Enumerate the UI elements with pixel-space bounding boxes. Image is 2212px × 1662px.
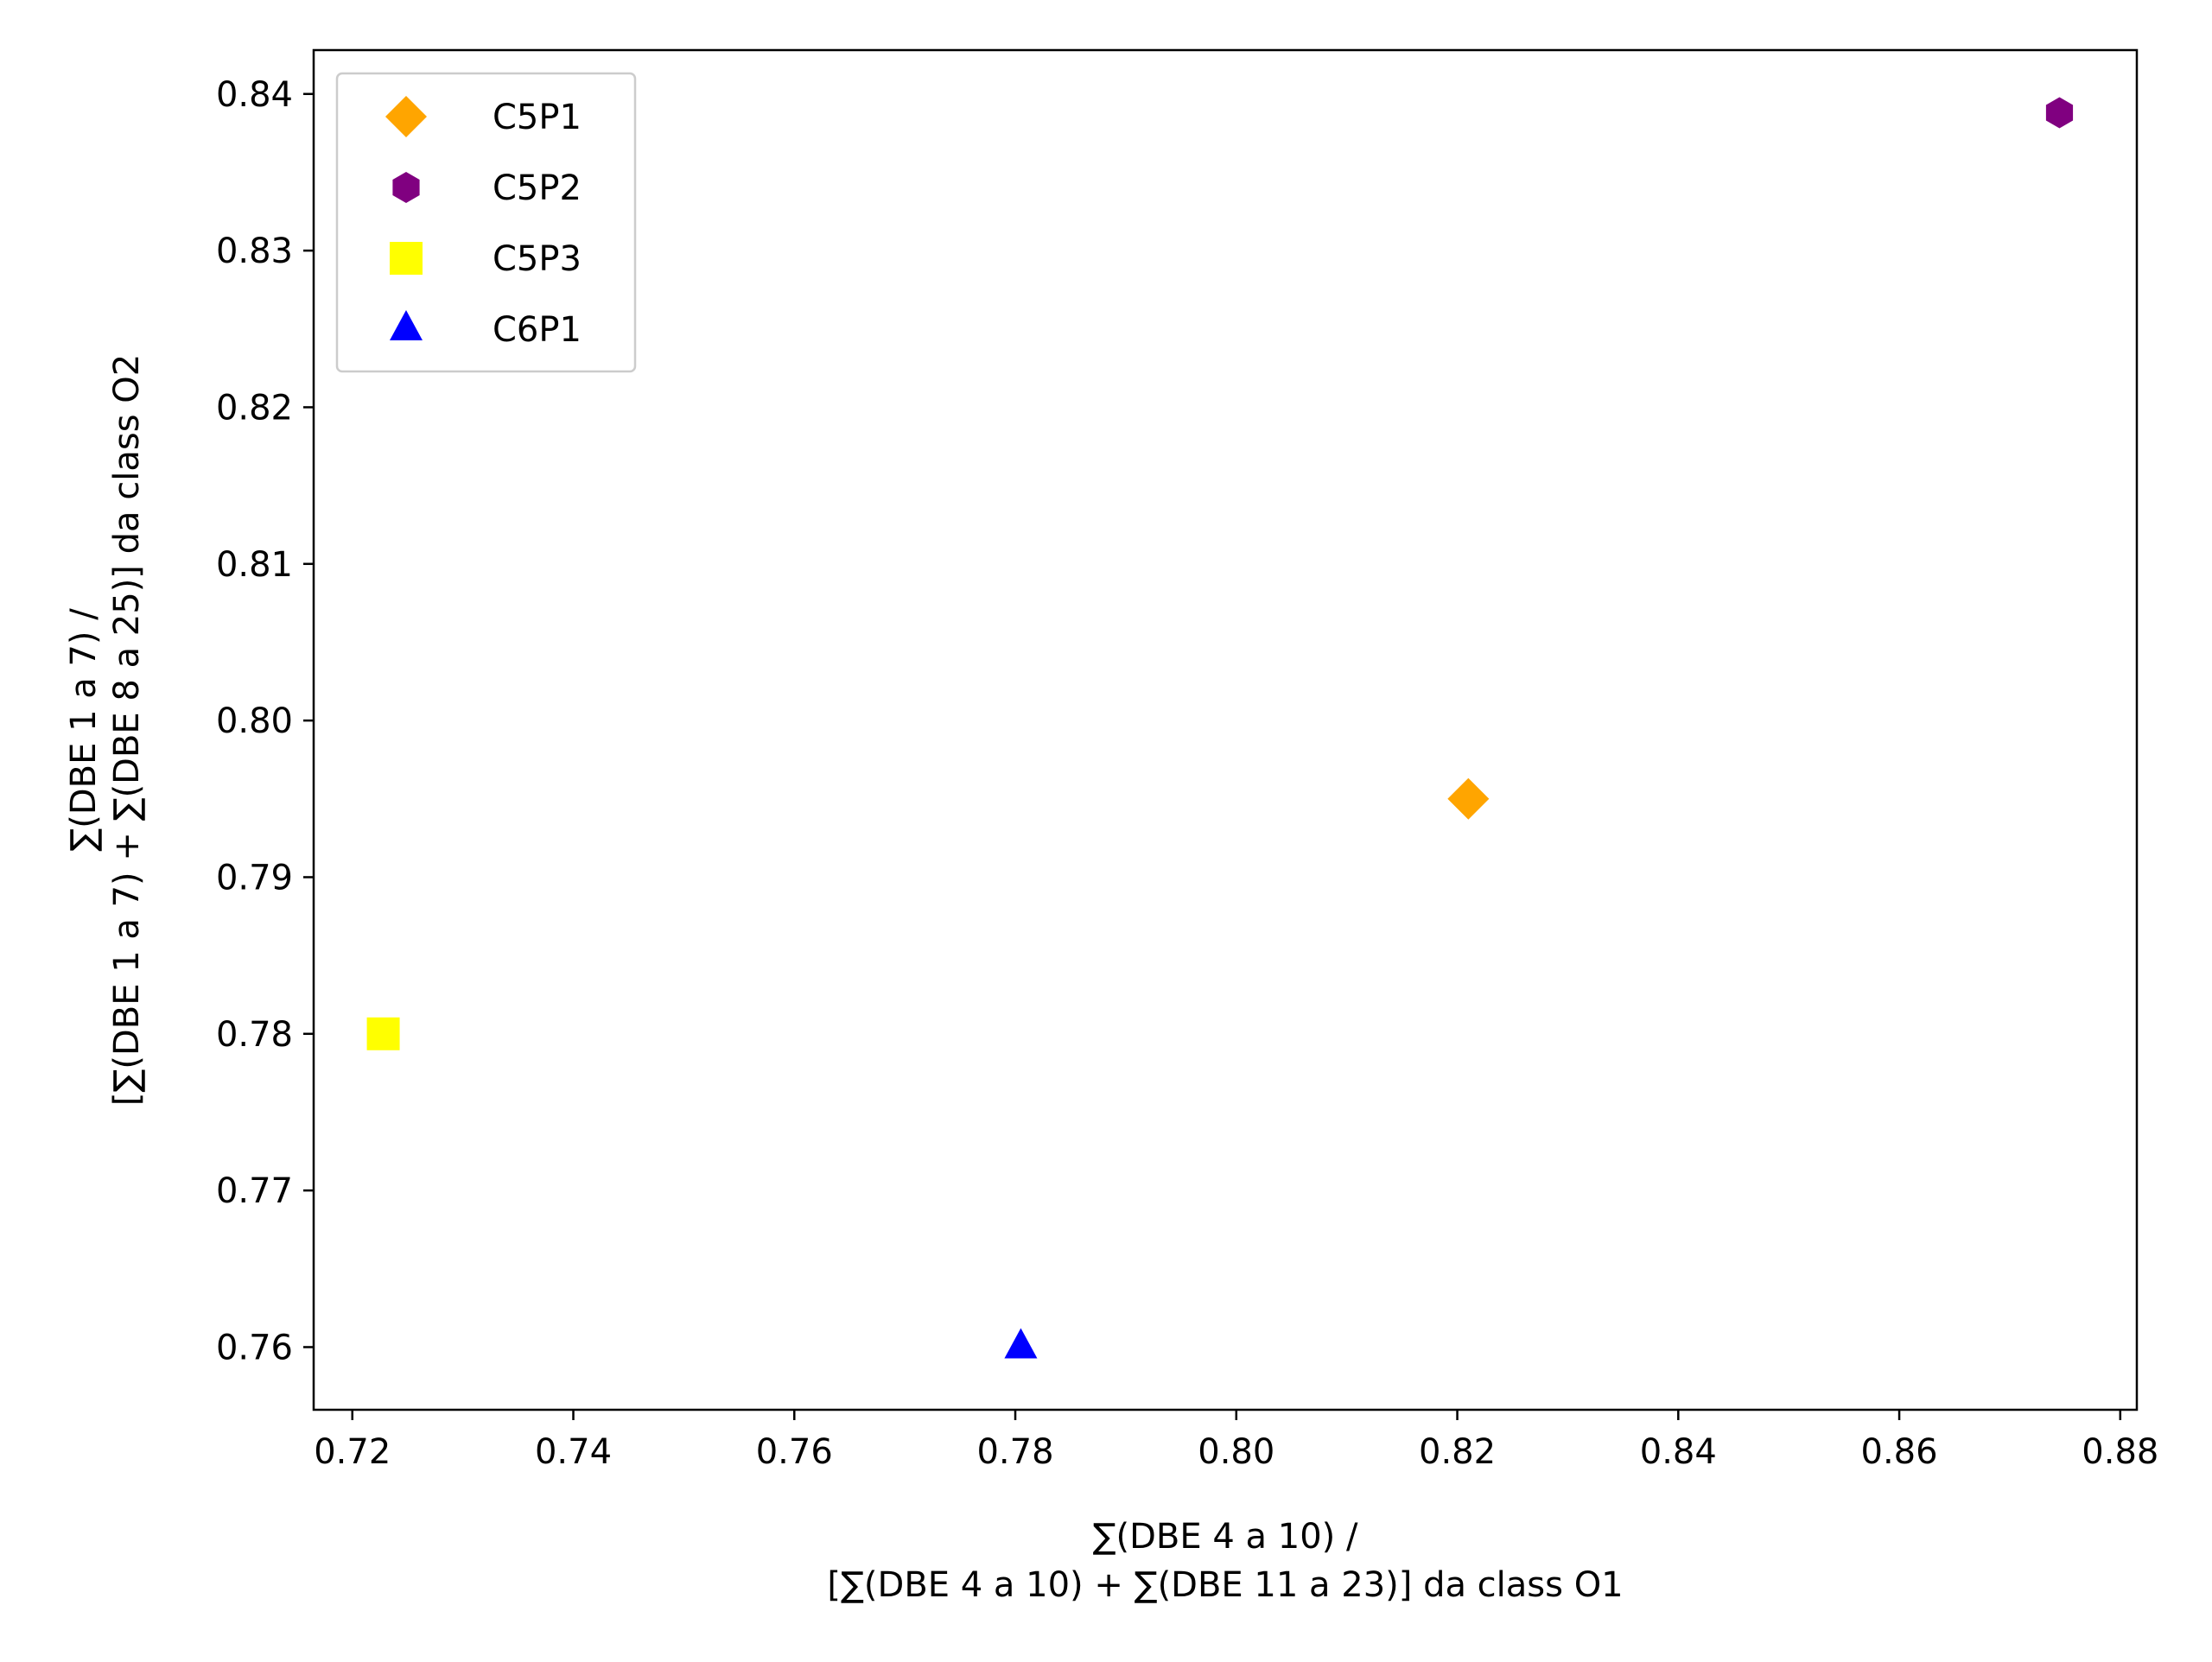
- x-tick-label: 0.76: [756, 1432, 833, 1472]
- x-tick-label: 0.72: [314, 1432, 391, 1472]
- y-tick-label: 0.79: [216, 858, 293, 898]
- y-tick-label: 0.84: [216, 75, 293, 115]
- data-markers: [366, 97, 2074, 1359]
- legend: C5P1 C5P2 C5P3 C6P1: [335, 72, 637, 373]
- y-tick-label: 0.81: [216, 545, 293, 585]
- legend-box: [335, 72, 637, 373]
- x-tick-label: 0.88: [2082, 1432, 2158, 1472]
- data-point-c5p2: [2045, 97, 2074, 129]
- legend-label-c6p1: C6P1: [493, 310, 582, 350]
- plot-frame: [312, 48, 2139, 1411]
- y-axis-label-line-1: ∑(DBE 1 a 7) /: [64, 608, 104, 852]
- legend-marker-c5p1: [385, 96, 427, 137]
- legend-label-c5p1: C5P1: [493, 98, 582, 137]
- x-tick-label: 0.84: [1640, 1432, 1717, 1472]
- legend-label-c5p3: C5P3: [493, 239, 582, 279]
- legend-marker-c6p1: [390, 310, 423, 340]
- x-tick-label: 0.82: [1419, 1432, 1496, 1472]
- legend-items: C5P1 C5P2 C5P3 C6P1: [385, 96, 582, 350]
- x-tick-label: 0.78: [976, 1432, 1053, 1472]
- y-tick-label: 0.77: [216, 1171, 293, 1211]
- data-point-c5p3: [366, 1017, 400, 1050]
- y-tick-label: 0.82: [216, 388, 293, 428]
- x-tick-label: 0.80: [1198, 1432, 1274, 1472]
- y-axis-label-line-2: [∑(DBE 1 a 7) + ∑(DBE 8 a 25)] da class …: [107, 354, 147, 1106]
- y-tick-label: 0.83: [216, 232, 293, 271]
- data-point-c5p1: [1447, 777, 1490, 820]
- legend-marker-c5p3: [390, 242, 423, 275]
- y-tick-label: 0.78: [216, 1015, 293, 1055]
- legend-marker-c5p2: [392, 172, 420, 203]
- x-axis-label-line-2: [∑(DBE 4 a 10) + ∑(DBE 11 a 23)] da clas…: [827, 1565, 1623, 1605]
- x-tick-label: 0.86: [1861, 1432, 1938, 1472]
- data-point-c6p1: [1004, 1328, 1038, 1359]
- x-tick-label: 0.74: [535, 1432, 612, 1472]
- y-axis-ticks: 0.76 0.77 0.78 0.79 0.80 0.81 0.82 0.83 0.84: [216, 75, 314, 1367]
- x-axis-ticks: 0.72 0.74 0.76 0.78 0.80 0.82 0.84 0.86 0.88: [314, 1410, 2158, 1472]
- y-tick-label: 0.80: [216, 701, 293, 741]
- x-axis-label-line-1: ∑(DBE 4 a 10) /: [1093, 1517, 1358, 1557]
- legend-label-c5p2: C5P2: [493, 168, 582, 208]
- y-tick-label: 0.76: [216, 1328, 293, 1367]
